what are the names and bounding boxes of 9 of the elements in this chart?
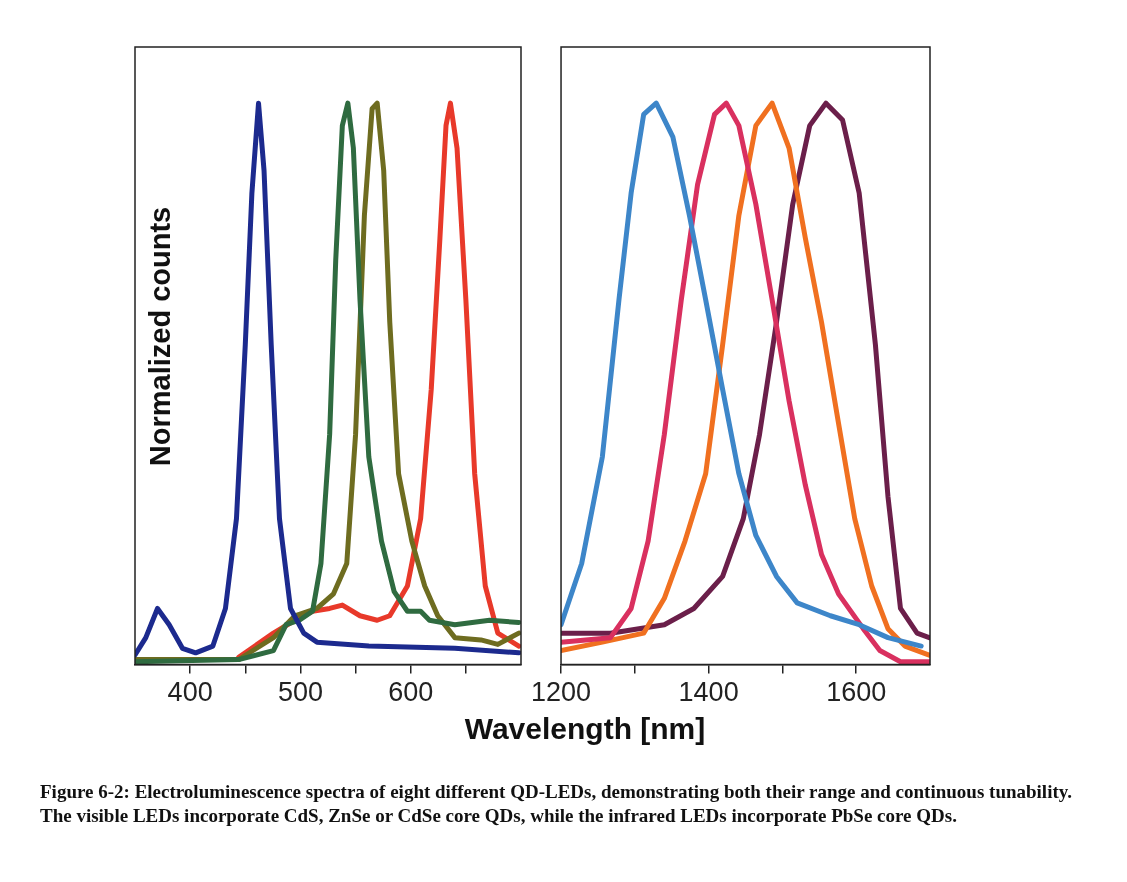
x-tick-label: 1400 xyxy=(678,677,739,708)
x-tick-label: 600 xyxy=(388,677,434,708)
x-tick-label: 500 xyxy=(277,677,323,708)
caption: Figure 6-2: Electroluminescence spectra of eight different QD-LEDs, demonstrating both their range and continuous tunability. The visible LEDs incorporate CdS, ZnSe or CdSe core QDs, while the infrared LEDs incorporate PbSe core QDs. xyxy=(40,780,1073,828)
x-tick-label: 400 xyxy=(167,677,213,708)
y-axis-title: Normalized counts xyxy=(143,205,177,469)
x-tick-label: 1600 xyxy=(826,677,887,708)
x-axis-title: Wavelength [nm] xyxy=(463,712,707,746)
x-tick-label: 1200 xyxy=(530,677,592,708)
